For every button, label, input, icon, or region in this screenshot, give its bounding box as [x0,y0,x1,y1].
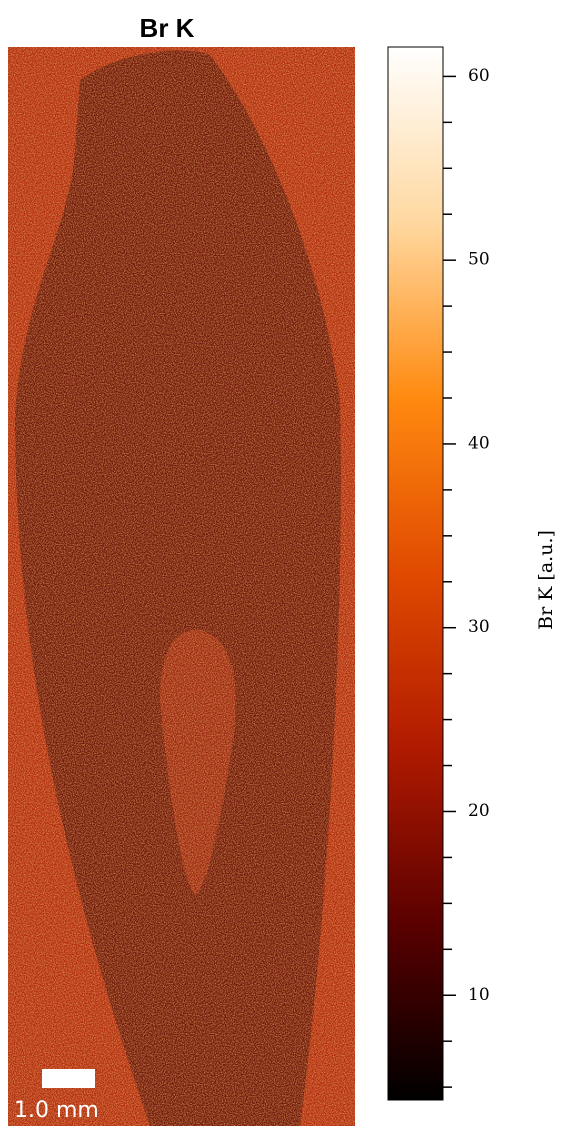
colorbar-tick-label: 20 [468,801,490,821]
colorbar-tick-label: 40 [468,433,490,453]
scale-bar-label: 1.0 mm [14,1098,99,1123]
colorbar-tick-label: 50 [468,250,490,270]
colorbar-tick-label: 60 [468,66,490,86]
element-map: 1.0 mm [8,47,355,1126]
colorbar [387,46,444,1101]
map-noise [8,47,355,1126]
colorbar-label: Br K [a.u.] [535,530,557,630]
colorbar-tick-label: 30 [468,617,490,637]
colorbar-tick-label: 10 [468,985,490,1005]
scale-bar [42,1069,95,1088]
chart-title: Br K [140,13,195,43]
